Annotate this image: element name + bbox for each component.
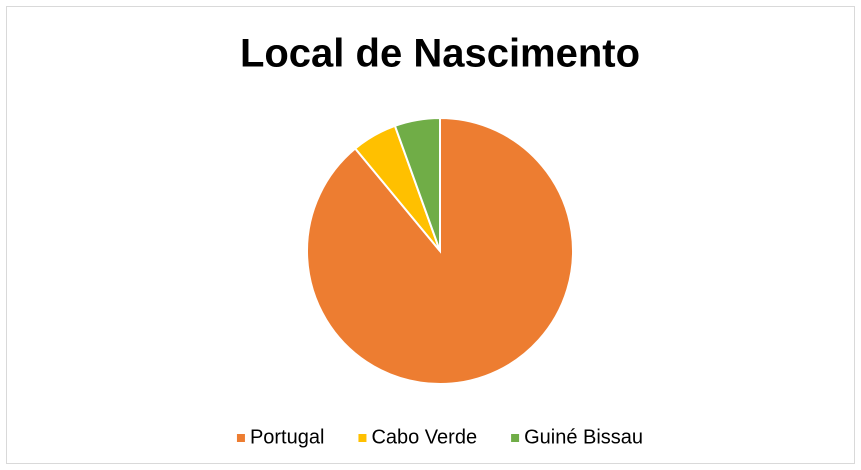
legend-label: Cabo Verde — [371, 426, 477, 448]
chart-title: Local de Nascimento — [240, 32, 640, 76]
legend-swatch — [358, 434, 367, 442]
legend: Portugal Cabo Verde Guiné Bissau — [236, 426, 643, 448]
pie-slice — [393, 116, 441, 252]
legend-label: Guiné Bissau — [524, 426, 643, 448]
legend-swatch — [511, 434, 520, 442]
legend-label: Portugal — [250, 426, 325, 448]
pie — [306, 116, 574, 385]
legend-swatch — [236, 434, 245, 442]
